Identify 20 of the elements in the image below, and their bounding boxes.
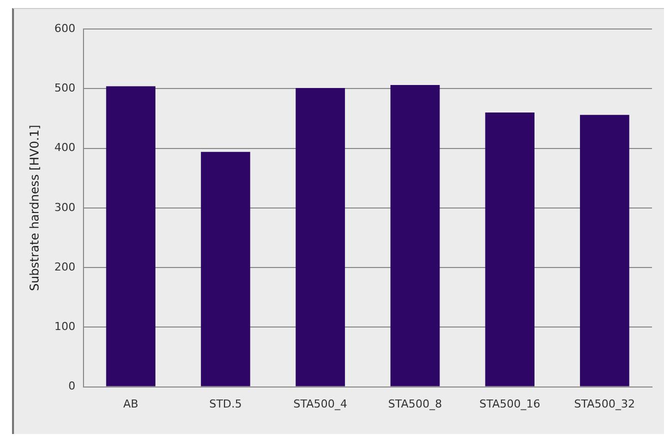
bar bbox=[200, 152, 250, 386]
y-tick-label: 300 bbox=[54, 200, 76, 214]
bar bbox=[106, 86, 156, 386]
y-tick-label: 0 bbox=[68, 380, 76, 393]
x-tick-label: AB bbox=[123, 397, 138, 410]
y-tick-label: 500 bbox=[54, 81, 76, 94]
y-axis-title: Substrate hardness [HV0.1] bbox=[27, 124, 42, 292]
x-tick-label: STA500_8 bbox=[388, 397, 442, 410]
y-tick-label: 600 bbox=[54, 22, 76, 35]
y-tick-label: 400 bbox=[54, 141, 76, 154]
y-tick-label: 200 bbox=[54, 260, 76, 274]
y-tick-label: 100 bbox=[54, 320, 76, 334]
bar bbox=[485, 112, 534, 386]
bar bbox=[296, 88, 345, 386]
bar bbox=[580, 114, 630, 386]
bar bbox=[390, 85, 440, 386]
x-tick-label: STA500_4 bbox=[293, 397, 348, 410]
x-tick-label: STA500_32 bbox=[574, 397, 636, 410]
x-tick-label: STD.5 bbox=[209, 397, 242, 410]
x-tick-label: STA500_16 bbox=[479, 397, 540, 410]
